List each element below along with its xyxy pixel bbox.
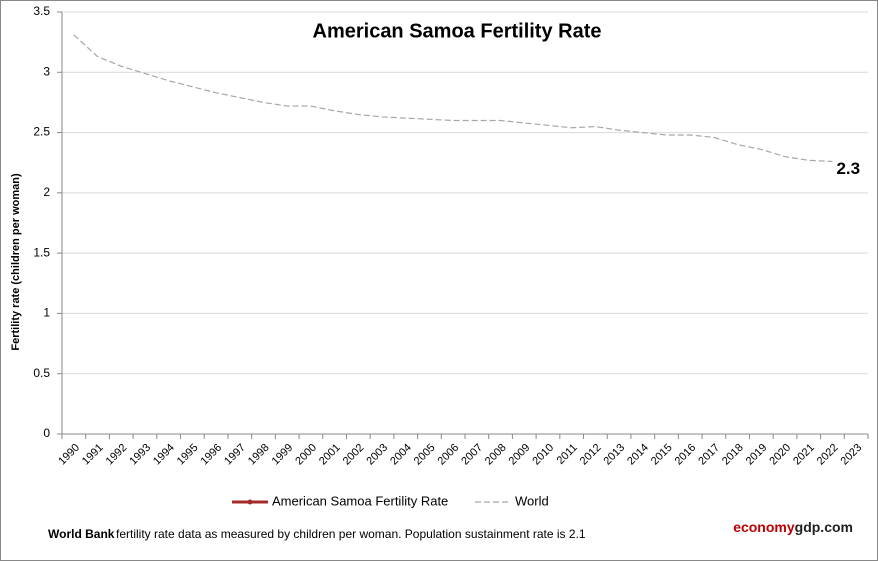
- legend-label: American Samoa Fertility Rate: [272, 493, 448, 508]
- brand-part: gdp.com: [795, 519, 853, 535]
- y-axis-label: Fertility rate (children per woman): [10, 173, 22, 351]
- y-tick-label: 3.5: [33, 4, 50, 18]
- brand-part: economy: [733, 519, 795, 535]
- chart-title: American Samoa Fertility Rate: [313, 20, 602, 42]
- y-tick-label: 0: [43, 426, 50, 440]
- y-tick-label: 1.5: [33, 245, 50, 259]
- y-tick-label: 1: [43, 306, 50, 320]
- source-text: fertility rate data as measured by child…: [116, 527, 586, 541]
- series-line: [73, 34, 833, 163]
- brand: economygdp.com: [733, 519, 853, 535]
- legend-label: World: [515, 493, 549, 508]
- annotation: 2.3: [836, 159, 860, 178]
- y-tick-label: 2: [43, 185, 50, 199]
- source-bold: World Bank: [48, 527, 115, 541]
- y-tick-label: 0.5: [33, 366, 50, 380]
- y-tick-label: 2.5: [33, 125, 50, 139]
- legend-marker: [247, 499, 253, 505]
- y-tick-label: 3: [43, 64, 50, 78]
